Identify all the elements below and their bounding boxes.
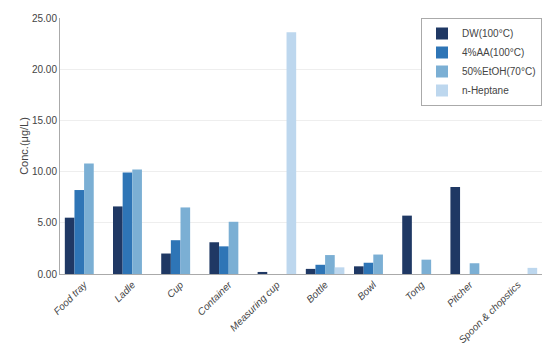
svg-text:15.00: 15.00 (32, 115, 57, 126)
svg-text:Ladle: Ladle (112, 279, 137, 304)
svg-text:50%EtOH(70°C): 50%EtOH(70°C) (462, 66, 535, 77)
svg-text:Container: Container (195, 279, 234, 318)
svg-text:20.00: 20.00 (32, 64, 57, 75)
svg-text:5.00: 5.00 (38, 217, 58, 228)
svg-text:DW(100°C): DW(100°C) (462, 28, 513, 39)
svg-text:Cup: Cup (165, 279, 186, 300)
svg-text:Conc.(μg/L): Conc.(μg/L) (18, 117, 30, 175)
svg-text:Spoon & chopstics: Spoon & chopstics (457, 279, 523, 345)
svg-text:Tong: Tong (403, 279, 427, 303)
svg-text:4%AA(100°C): 4%AA(100°C) (462, 47, 524, 58)
svg-text:10.00: 10.00 (32, 166, 57, 177)
svg-text:Bowl: Bowl (355, 279, 379, 303)
svg-text:Bottle: Bottle (304, 279, 330, 305)
svg-text:0.00: 0.00 (38, 269, 58, 280)
svg-text:Food tray: Food tray (51, 278, 89, 316)
svg-text:25.00: 25.00 (32, 13, 57, 24)
svg-text:n-Heptane: n-Heptane (462, 85, 509, 96)
svg-text:Pitcher: Pitcher (445, 279, 475, 309)
svg-text:Measuring cup: Measuring cup (228, 279, 282, 333)
